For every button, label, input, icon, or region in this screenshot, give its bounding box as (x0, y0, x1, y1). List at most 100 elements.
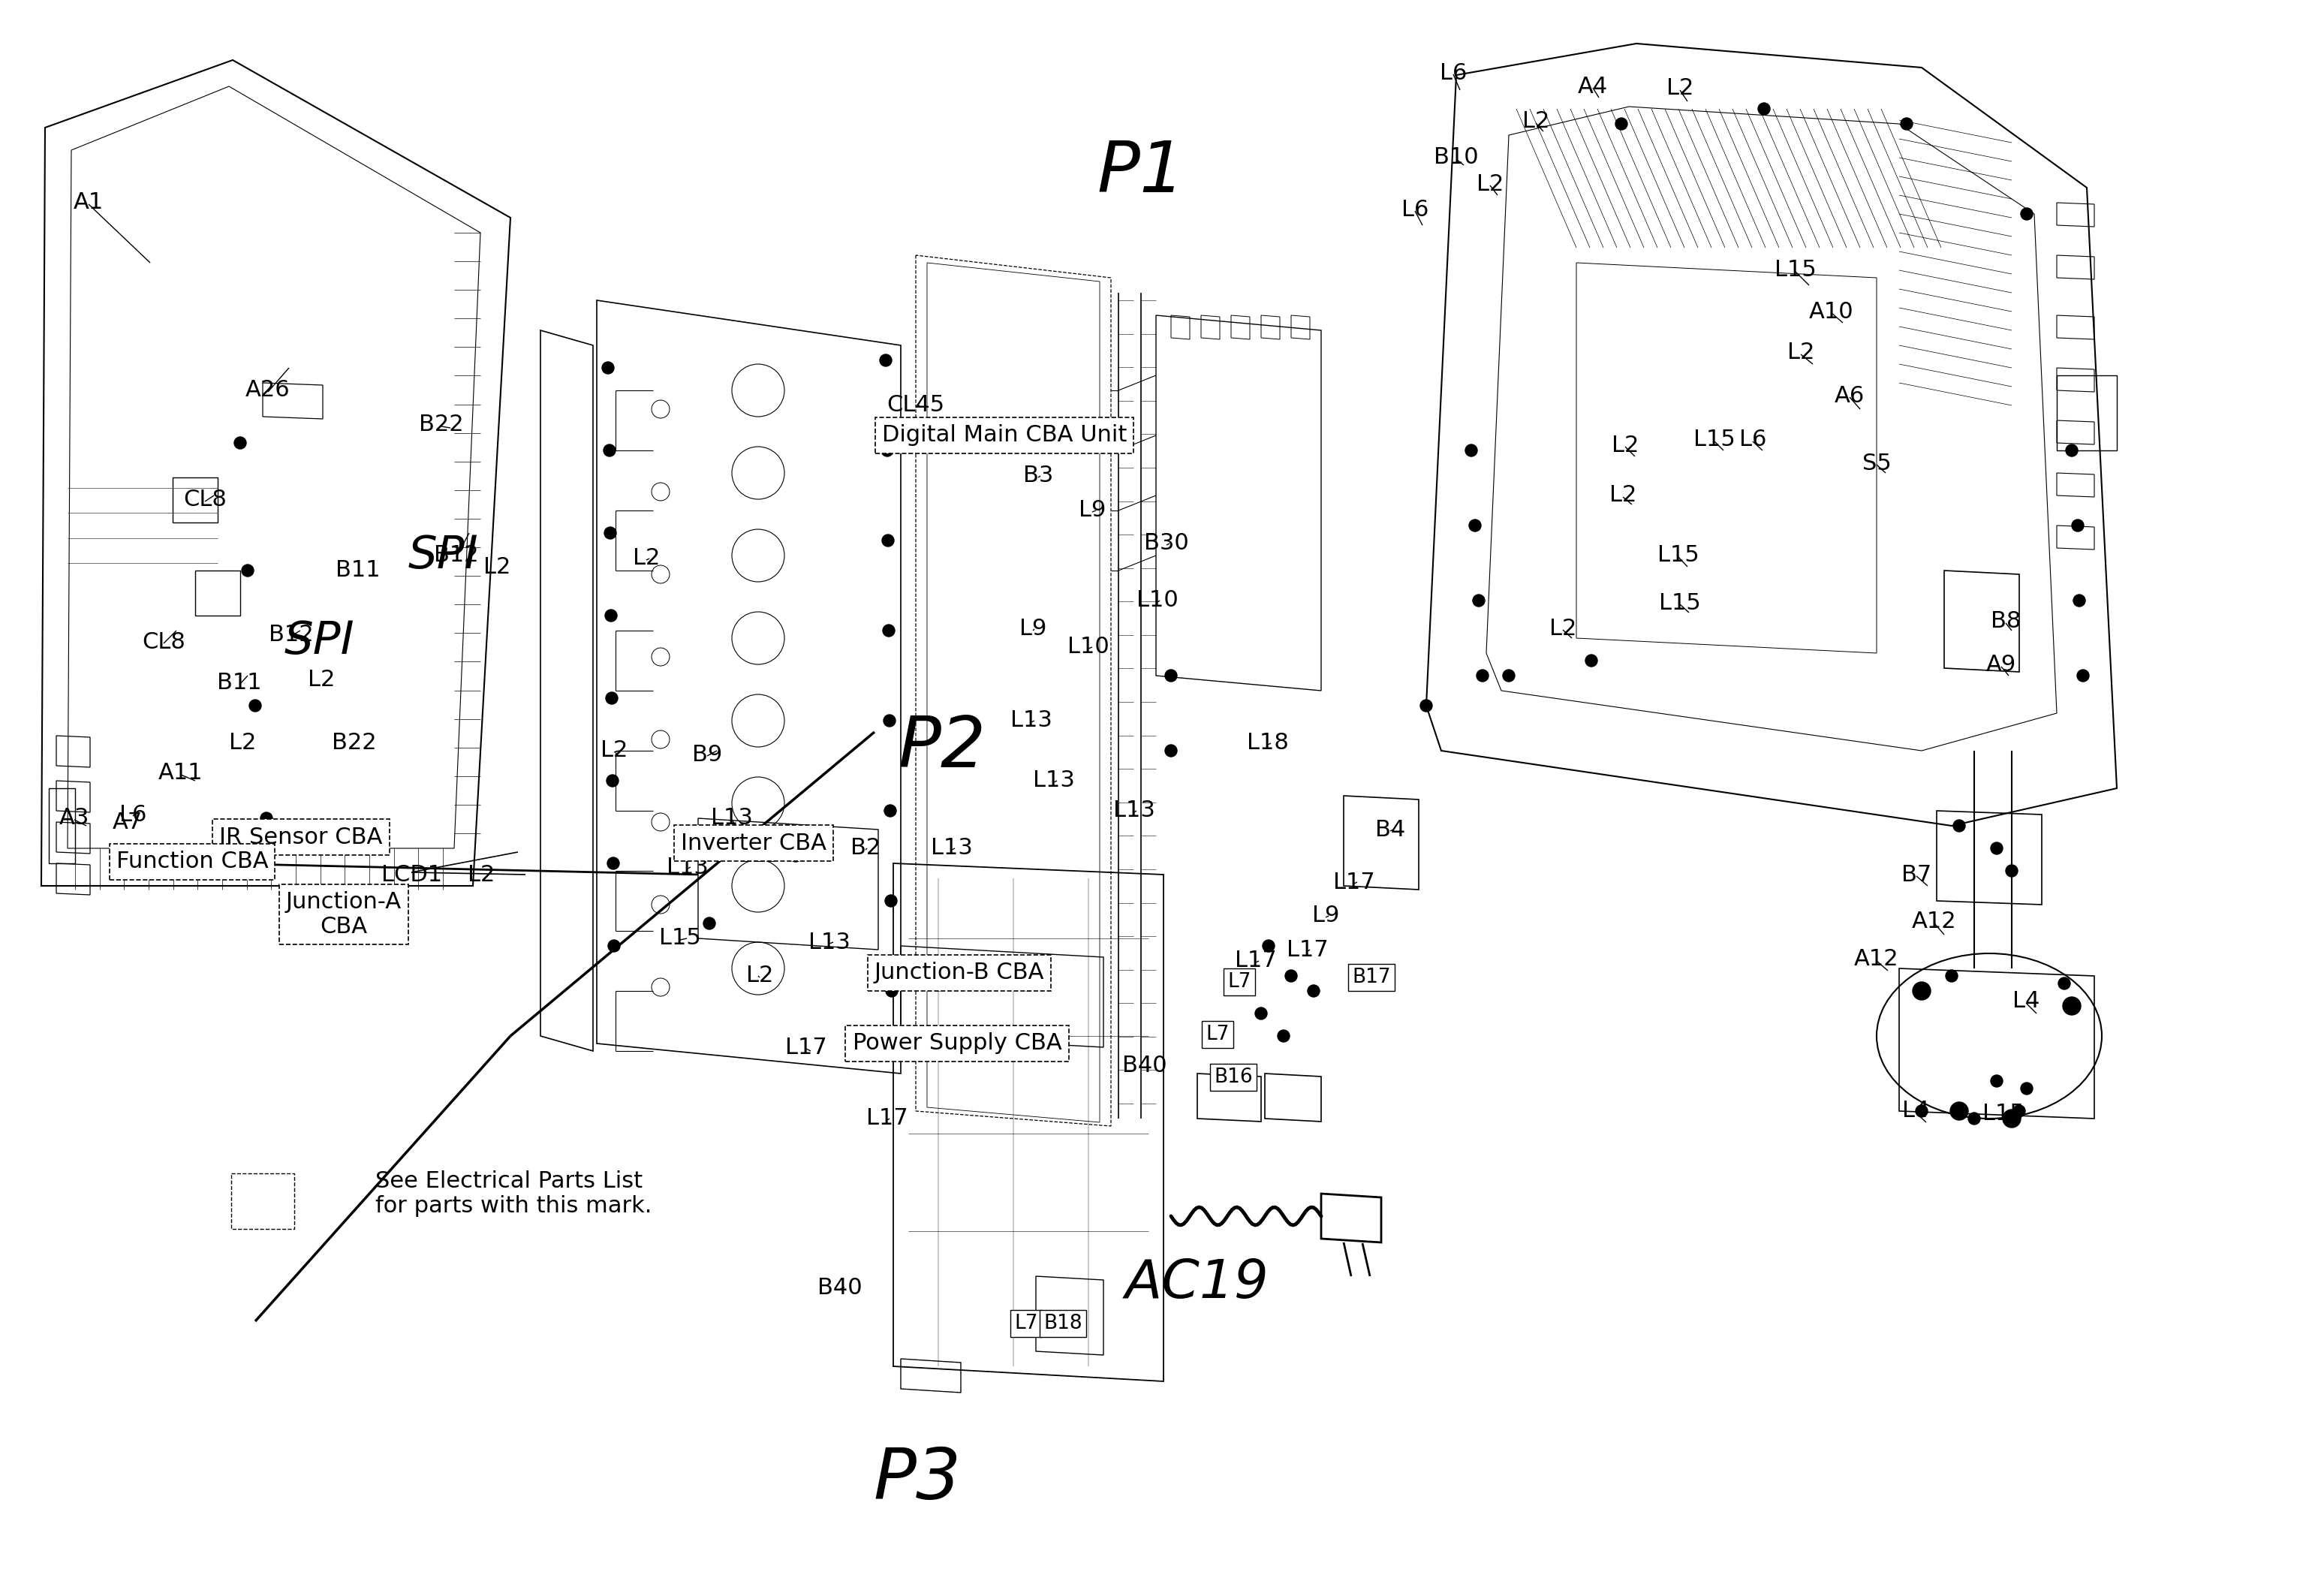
Text: Junction-B CBA: Junction-B CBA (874, 962, 1043, 984)
Text: B22: B22 (418, 413, 465, 435)
Text: A10: A10 (1808, 301, 1855, 323)
Circle shape (2073, 595, 2085, 606)
Circle shape (881, 444, 892, 457)
Text: L15: L15 (1776, 260, 1817, 282)
Circle shape (2022, 1082, 2034, 1095)
Circle shape (1757, 102, 1771, 115)
Text: L2: L2 (600, 740, 627, 762)
Text: L6: L6 (1439, 61, 1466, 83)
FancyBboxPatch shape (230, 1173, 295, 1228)
Text: Function CBA: Function CBA (116, 850, 267, 873)
Text: L10: L10 (1067, 636, 1109, 658)
Text: L13: L13 (1011, 710, 1053, 731)
Text: B40: B40 (818, 1277, 862, 1298)
Text: B1: B1 (885, 958, 916, 980)
Circle shape (1473, 595, 1485, 606)
Text: CL8: CL8 (142, 632, 186, 652)
Circle shape (2006, 865, 2017, 877)
Text: AC19: AC19 (1125, 1258, 1269, 1310)
Text: L13: L13 (739, 844, 781, 866)
Circle shape (604, 444, 616, 457)
Circle shape (1476, 669, 1490, 682)
Text: CL8: CL8 (184, 490, 228, 510)
Text: P2: P2 (897, 713, 985, 781)
Text: L7: L7 (1013, 1314, 1039, 1334)
Text: A26: A26 (246, 380, 290, 402)
Text: CL45: CL45 (888, 394, 946, 416)
Text: L13: L13 (667, 857, 709, 877)
Text: B22: B22 (332, 732, 376, 754)
Text: A1: A1 (74, 192, 105, 214)
Circle shape (883, 805, 897, 817)
Text: Digital Main CBA Unit: Digital Main CBA Unit (881, 425, 1127, 446)
Circle shape (249, 699, 260, 712)
Text: L2: L2 (483, 556, 511, 578)
Text: L13: L13 (1032, 770, 1076, 792)
Text: L13: L13 (932, 838, 974, 860)
Circle shape (1469, 520, 1480, 531)
Text: A11: A11 (158, 762, 202, 784)
Text: B3: B3 (1023, 465, 1053, 487)
Circle shape (700, 843, 711, 854)
Text: A7: A7 (112, 811, 142, 833)
Text: L9: L9 (1020, 619, 1046, 639)
Circle shape (609, 940, 621, 951)
Circle shape (881, 354, 892, 367)
Circle shape (2066, 444, 2078, 457)
Circle shape (1420, 699, 1432, 712)
Text: L9: L9 (1078, 499, 1106, 521)
Circle shape (1992, 843, 2003, 854)
Circle shape (1950, 1102, 1968, 1120)
Text: B4: B4 (1376, 819, 1406, 841)
Text: B12: B12 (270, 624, 314, 646)
Text: Junction-A
CBA: Junction-A CBA (286, 891, 402, 937)
Text: B10: B10 (1434, 146, 1478, 169)
Text: L13: L13 (809, 931, 851, 953)
Circle shape (883, 625, 895, 636)
Text: B2: B2 (851, 838, 881, 860)
Circle shape (1504, 669, 1515, 682)
Text: LCD1: LCD1 (381, 863, 442, 885)
Text: P3: P3 (874, 1444, 962, 1514)
Text: B11: B11 (335, 559, 381, 581)
Text: L15: L15 (1659, 592, 1701, 614)
Text: L13: L13 (711, 808, 753, 828)
Circle shape (602, 362, 614, 373)
Circle shape (604, 528, 616, 539)
Circle shape (235, 436, 246, 449)
Text: B8: B8 (1992, 611, 2022, 633)
Text: A3: A3 (58, 808, 88, 828)
Circle shape (1913, 981, 1931, 1000)
Text: L15: L15 (1982, 1102, 2024, 1125)
Text: L17: L17 (1334, 871, 1376, 893)
Circle shape (2059, 978, 2071, 989)
Text: L6: L6 (1738, 428, 1766, 450)
Circle shape (1255, 1008, 1267, 1019)
Text: A4: A4 (1578, 76, 1608, 98)
Text: SPI: SPI (407, 534, 479, 578)
Text: B30: B30 (1143, 532, 1190, 554)
Text: L15: L15 (1657, 545, 1699, 567)
Circle shape (790, 850, 802, 862)
Text: L2: L2 (1522, 110, 1550, 132)
Circle shape (607, 691, 618, 704)
Text: L2: L2 (1666, 77, 1694, 99)
Text: P1: P1 (1097, 139, 1185, 206)
Text: L17: L17 (1234, 950, 1276, 972)
Text: L2: L2 (632, 548, 660, 570)
Text: S5: S5 (1862, 452, 1892, 474)
Text: L17: L17 (786, 1036, 827, 1058)
Circle shape (1915, 1106, 1927, 1117)
Circle shape (1901, 118, 1913, 129)
Circle shape (2013, 1106, 2024, 1117)
Circle shape (902, 978, 913, 989)
Circle shape (909, 1038, 923, 1049)
Text: L10: L10 (1136, 589, 1178, 611)
Text: B12: B12 (435, 545, 479, 567)
Circle shape (607, 775, 618, 788)
Text: Power Supply CBA: Power Supply CBA (853, 1033, 1062, 1054)
Text: L2: L2 (228, 732, 256, 754)
Circle shape (885, 895, 897, 907)
Circle shape (2071, 520, 2085, 531)
Text: B40: B40 (1122, 1055, 1167, 1077)
